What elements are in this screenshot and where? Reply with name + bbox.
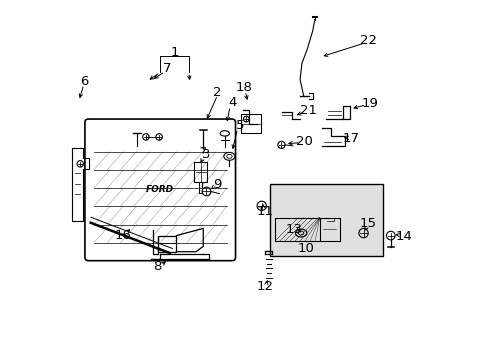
Bar: [241, 114, 260, 134]
Text: 1: 1: [170, 46, 179, 59]
Bar: [158, 235, 176, 252]
Text: 21: 21: [299, 104, 316, 117]
Text: 7: 7: [163, 62, 171, 75]
Bar: [270, 184, 383, 256]
Text: 8: 8: [153, 260, 162, 273]
Text: 16: 16: [115, 229, 131, 242]
Text: 14: 14: [394, 230, 411, 243]
Bar: [194, 162, 207, 182]
Text: 3: 3: [202, 148, 210, 161]
Text: 12: 12: [256, 280, 273, 293]
Text: 18: 18: [235, 81, 252, 94]
Text: 2: 2: [213, 86, 222, 99]
Text: 9: 9: [213, 178, 221, 191]
Text: 15: 15: [359, 217, 376, 230]
Text: 11: 11: [256, 205, 273, 218]
Text: 4: 4: [228, 96, 237, 109]
Text: 22: 22: [359, 34, 376, 48]
Text: 6: 6: [80, 75, 88, 88]
Text: 13: 13: [285, 223, 302, 236]
Text: 5: 5: [236, 119, 244, 132]
Text: 19: 19: [361, 98, 378, 111]
Text: 10: 10: [297, 242, 314, 255]
Text: FORD: FORD: [146, 185, 174, 194]
Text: 20: 20: [296, 135, 312, 148]
Text: 17: 17: [342, 131, 359, 145]
Bar: [274, 218, 319, 241]
